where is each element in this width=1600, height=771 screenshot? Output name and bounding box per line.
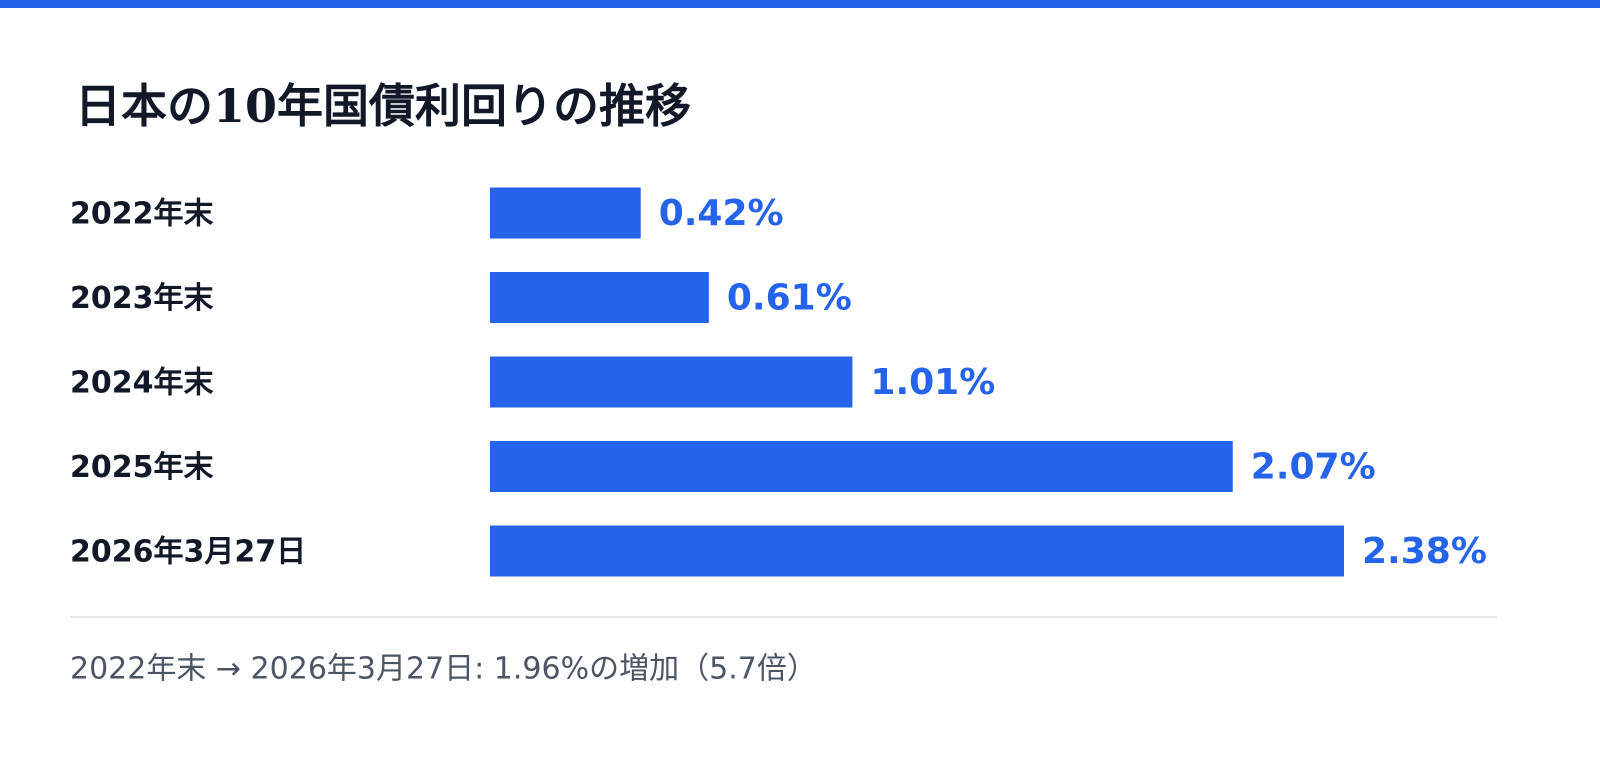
bar — [490, 356, 853, 408]
value-label: 0.61% — [727, 278, 852, 319]
category-label: 2022年末 — [70, 197, 214, 232]
footnote: 2022年末 → 2026年3月27日: 1.96%の増加（5.7倍） — [70, 652, 817, 687]
value-label: 2.38% — [1362, 531, 1487, 572]
bar — [490, 187, 641, 239]
top-accent — [0, 0, 1600, 8]
category-label: 2026年3月27日 — [70, 535, 306, 570]
value-label: 1.01% — [870, 362, 995, 403]
value-label: 0.42% — [659, 193, 784, 234]
category-label: 2025年末 — [70, 450, 214, 485]
category-label: 2024年末 — [70, 366, 214, 401]
bar — [490, 525, 1344, 577]
category-label: 2023年末 — [70, 281, 214, 316]
value-label: 2.07% — [1251, 447, 1376, 488]
bar — [490, 272, 709, 323]
chart-title: 日本の10年国債利回りの推移 — [75, 79, 691, 133]
bar — [490, 441, 1233, 492]
